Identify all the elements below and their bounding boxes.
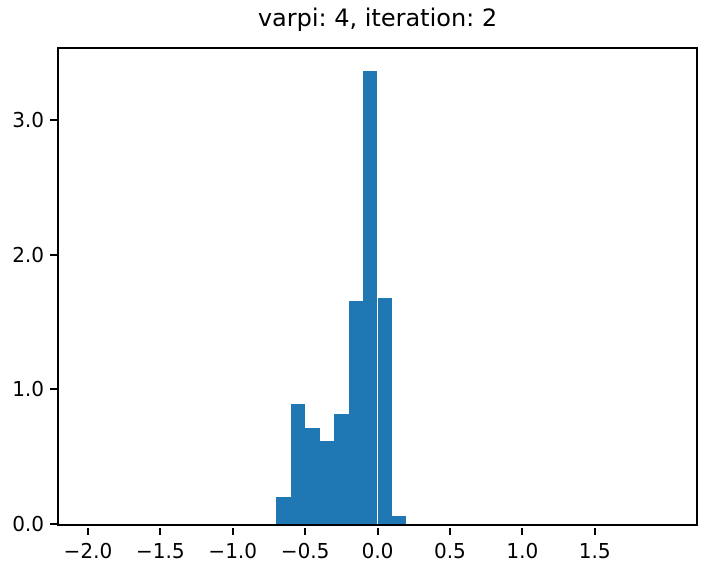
histogram-bar	[363, 70, 378, 524]
y-tick-label: 1.0	[12, 377, 44, 402]
y-tick-mark	[50, 523, 57, 525]
y-tick-label: 2.0	[12, 242, 44, 267]
y-tick-mark	[50, 388, 57, 391]
x-tick-label: 0.5	[433, 539, 466, 563]
x-tick-label: −1.5	[136, 539, 185, 563]
histogram-bar	[391, 515, 407, 524]
y-tick-mark	[50, 119, 57, 122]
x-tick-mark	[231, 528, 234, 535]
chart-title: varpi: 4, iteration: 2	[257, 4, 498, 32]
histogram-bar	[290, 404, 306, 524]
x-axis: −2.0 −1.5 −1.0 −0.5 0.0 0.5 1.0 1.5	[59, 528, 696, 568]
plot-area	[57, 47, 698, 526]
x-tick-label: −1.0	[208, 539, 258, 563]
x-tick-mark	[86, 528, 89, 535]
x-tick-mark	[159, 528, 162, 535]
histogram-bar	[348, 300, 363, 524]
x-tick-mark	[448, 528, 451, 535]
y-tick-label: 0.0	[12, 512, 44, 536]
histogram-bar	[334, 413, 349, 524]
x-tick-label: −2.0	[63, 539, 113, 563]
histogram-bar	[377, 297, 392, 524]
x-tick-label: 0.0	[361, 539, 394, 563]
x-tick-label: 1.0	[506, 539, 539, 563]
x-tick-label: 1.5	[578, 539, 611, 563]
x-tick-mark	[521, 528, 524, 535]
histogram-bar	[276, 497, 291, 524]
histogram-bar	[319, 440, 335, 524]
y-tick-mark	[50, 253, 57, 256]
x-tick-mark	[376, 528, 379, 535]
histogram-bars	[59, 49, 696, 524]
y-tick-label: 3.0	[12, 108, 44, 133]
histogram-bar	[305, 428, 320, 524]
x-tick-label: −0.5	[280, 539, 330, 563]
x-tick-mark	[304, 528, 307, 535]
x-tick-mark	[593, 528, 596, 535]
y-axis: 0.0 1.0 2.0 3.0	[0, 49, 57, 536]
